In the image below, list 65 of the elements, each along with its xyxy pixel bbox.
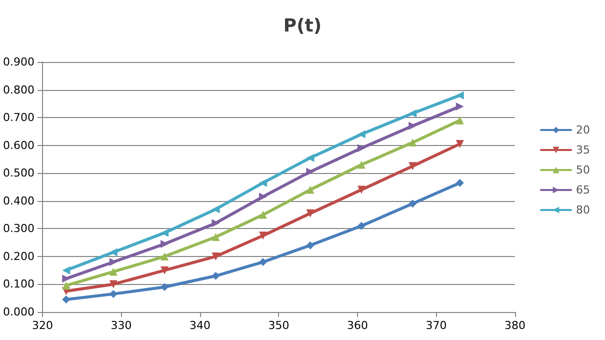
point bbox=[306, 168, 314, 176]
point bbox=[212, 252, 220, 260]
point bbox=[408, 122, 417, 130]
point bbox=[456, 91, 464, 100]
point bbox=[456, 140, 464, 148]
x-tick-label: 370 bbox=[426, 319, 447, 332]
point bbox=[160, 266, 169, 274]
y-tick-label: 0.100 bbox=[2, 278, 34, 291]
point bbox=[306, 186, 314, 194]
point bbox=[258, 210, 267, 219]
point bbox=[408, 162, 417, 170]
legend-label: 65 bbox=[576, 184, 590, 196]
point bbox=[357, 130, 366, 138]
y-tick-label: 0.200 bbox=[2, 250, 34, 263]
point bbox=[408, 200, 417, 208]
point bbox=[258, 232, 267, 240]
point bbox=[212, 272, 220, 280]
legend-label: 20 bbox=[576, 124, 590, 136]
y-tick-label: 0.000 bbox=[2, 306, 34, 318]
point bbox=[357, 144, 366, 152]
legend-label: 80 bbox=[576, 204, 590, 216]
point bbox=[357, 222, 366, 230]
point bbox=[306, 154, 314, 162]
y-tick-label: 0.400 bbox=[2, 194, 34, 208]
legend-label: 50 bbox=[576, 164, 590, 176]
point bbox=[456, 116, 464, 124]
y-tick-label: 0.900 bbox=[2, 56, 34, 68]
y-tick-label: 0.800 bbox=[2, 83, 34, 96]
x-tick-label: 380 bbox=[504, 319, 526, 332]
point bbox=[160, 252, 169, 260]
point bbox=[258, 178, 267, 187]
point bbox=[408, 138, 417, 147]
x-tick-label: 340 bbox=[189, 319, 210, 332]
point bbox=[212, 219, 220, 228]
point bbox=[62, 274, 70, 283]
y-tick-label: 0.700 bbox=[2, 111, 34, 124]
point bbox=[456, 178, 464, 187]
point bbox=[109, 248, 118, 256]
point bbox=[62, 266, 70, 274]
point bbox=[160, 283, 169, 291]
x-tick-label: 360 bbox=[346, 319, 368, 332]
y-tick-label: 0.300 bbox=[2, 222, 34, 236]
chart-title: P(t) bbox=[283, 16, 322, 36]
point bbox=[306, 241, 314, 250]
y-tick-label: 0.600 bbox=[2, 138, 34, 152]
point bbox=[357, 186, 366, 194]
point bbox=[109, 268, 118, 276]
x-tick-label: 330 bbox=[110, 319, 132, 332]
point bbox=[109, 258, 118, 266]
point bbox=[357, 160, 366, 169]
y-tick-label: 0.500 bbox=[2, 166, 34, 180]
point bbox=[456, 102, 464, 110]
x-tick-label: 350 bbox=[268, 319, 290, 332]
point bbox=[212, 205, 220, 214]
point bbox=[62, 282, 70, 290]
point bbox=[258, 192, 267, 201]
point bbox=[160, 240, 169, 248]
point bbox=[258, 258, 267, 266]
point bbox=[408, 109, 417, 118]
point bbox=[109, 280, 118, 288]
point bbox=[160, 228, 169, 237]
point bbox=[212, 233, 220, 241]
legend-label: 35 bbox=[576, 144, 590, 156]
point bbox=[306, 209, 314, 218]
x-tick-label: 320 bbox=[32, 319, 53, 332]
